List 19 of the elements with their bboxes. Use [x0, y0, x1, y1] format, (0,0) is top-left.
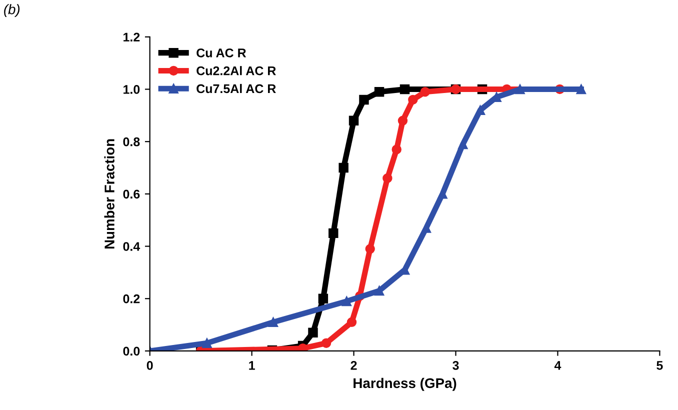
legend-label: Cu7.5Al AC R [196, 84, 276, 94]
x-tick-label: 2 [350, 361, 357, 370]
x-tick-label: 1 [249, 361, 255, 370]
x-tick-label: 3 [452, 361, 459, 370]
y-tick-label: 0.6 [123, 190, 140, 199]
y-tick-label: 0.2 [123, 294, 140, 304]
y-tick-label: 1.0 [124, 85, 140, 94]
x-tick-label: 0 [146, 361, 153, 370]
legend-label: Cu AC R [196, 48, 246, 58]
x-axis-title: Hardness (GPa) [354, 378, 456, 391]
text: (b) [4, 4, 20, 18]
legend-label: Cu2.2Al AC R [196, 66, 276, 76]
y-tick-label: 0.0 [123, 346, 140, 356]
y-axis-title: Number Fraction [104, 139, 114, 249]
x-tick-label: 5 [656, 361, 663, 370]
y-tick-label: 1.2 [124, 32, 140, 42]
x-tick-label: 4 [554, 361, 562, 370]
y-tick-label: 0.8 [123, 137, 140, 146]
y-tick-label: 0.4 [123, 242, 140, 251]
